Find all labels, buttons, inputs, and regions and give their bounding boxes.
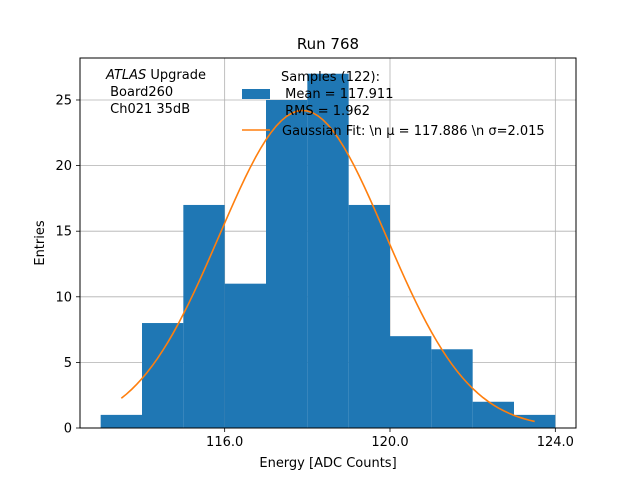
annotation-line: Ch021 35dB — [106, 102, 190, 117]
plot-frame — [79, 57, 577, 429]
chart-title: Run 768 — [297, 35, 359, 53]
legend: Samples (122): Mean = 117.911 RMS = 1.96… — [242, 70, 545, 139]
annotation-line: ATLAS Upgrade — [105, 68, 206, 83]
legend-label: RMS = 1.962 — [281, 104, 370, 119]
histogram-bars — [100, 73, 556, 429]
y-tick-label: 25 — [55, 93, 72, 108]
x-tick-label: 116.0 — [206, 435, 243, 450]
histogram-bar — [431, 349, 473, 428]
histogram-bar — [100, 414, 142, 428]
y-tick-label: 0 — [64, 422, 72, 437]
histogram-bar — [307, 73, 349, 428]
y-axis-label: Entries — [33, 220, 48, 266]
gaussian-fit-line — [120, 109, 535, 423]
histogram-bar — [183, 204, 225, 428]
x-tick-label: 124.0 — [537, 435, 574, 450]
x-axis-label: Energy [ADC Counts] — [259, 456, 396, 471]
histogram-bar — [348, 204, 390, 428]
legend-label: Gaussian Fit: \n μ = 117.886 \n σ=2.015 — [282, 124, 545, 139]
y-axis-ticks: 0 5 10 15 20 25 — [55, 93, 80, 437]
x-tick-label: 120.0 — [371, 435, 408, 450]
plot-annotation: ATLAS Upgrade Board260 Ch021 35dB — [105, 68, 206, 117]
histogram-bar — [390, 336, 432, 428]
y-tick-label: 10 — [55, 290, 72, 305]
y-tick-label: 15 — [55, 225, 72, 240]
histogram-bar — [266, 99, 308, 429]
gaussian-fit — [120, 109, 535, 423]
histogram-bar — [472, 401, 514, 428]
histogram-bar — [142, 323, 184, 428]
x-axis-ticks: 116.0 120.0 124.0 — [206, 428, 574, 450]
histogram-bar — [224, 283, 266, 428]
legend-label: Samples (122): — [281, 70, 380, 85]
legend-patch — [242, 89, 270, 99]
y-tick-label: 5 — [64, 356, 72, 371]
legend-label: Mean = 117.911 — [281, 87, 393, 102]
y-tick-label: 20 — [55, 159, 72, 174]
annotation-line: Board260 — [106, 85, 173, 100]
